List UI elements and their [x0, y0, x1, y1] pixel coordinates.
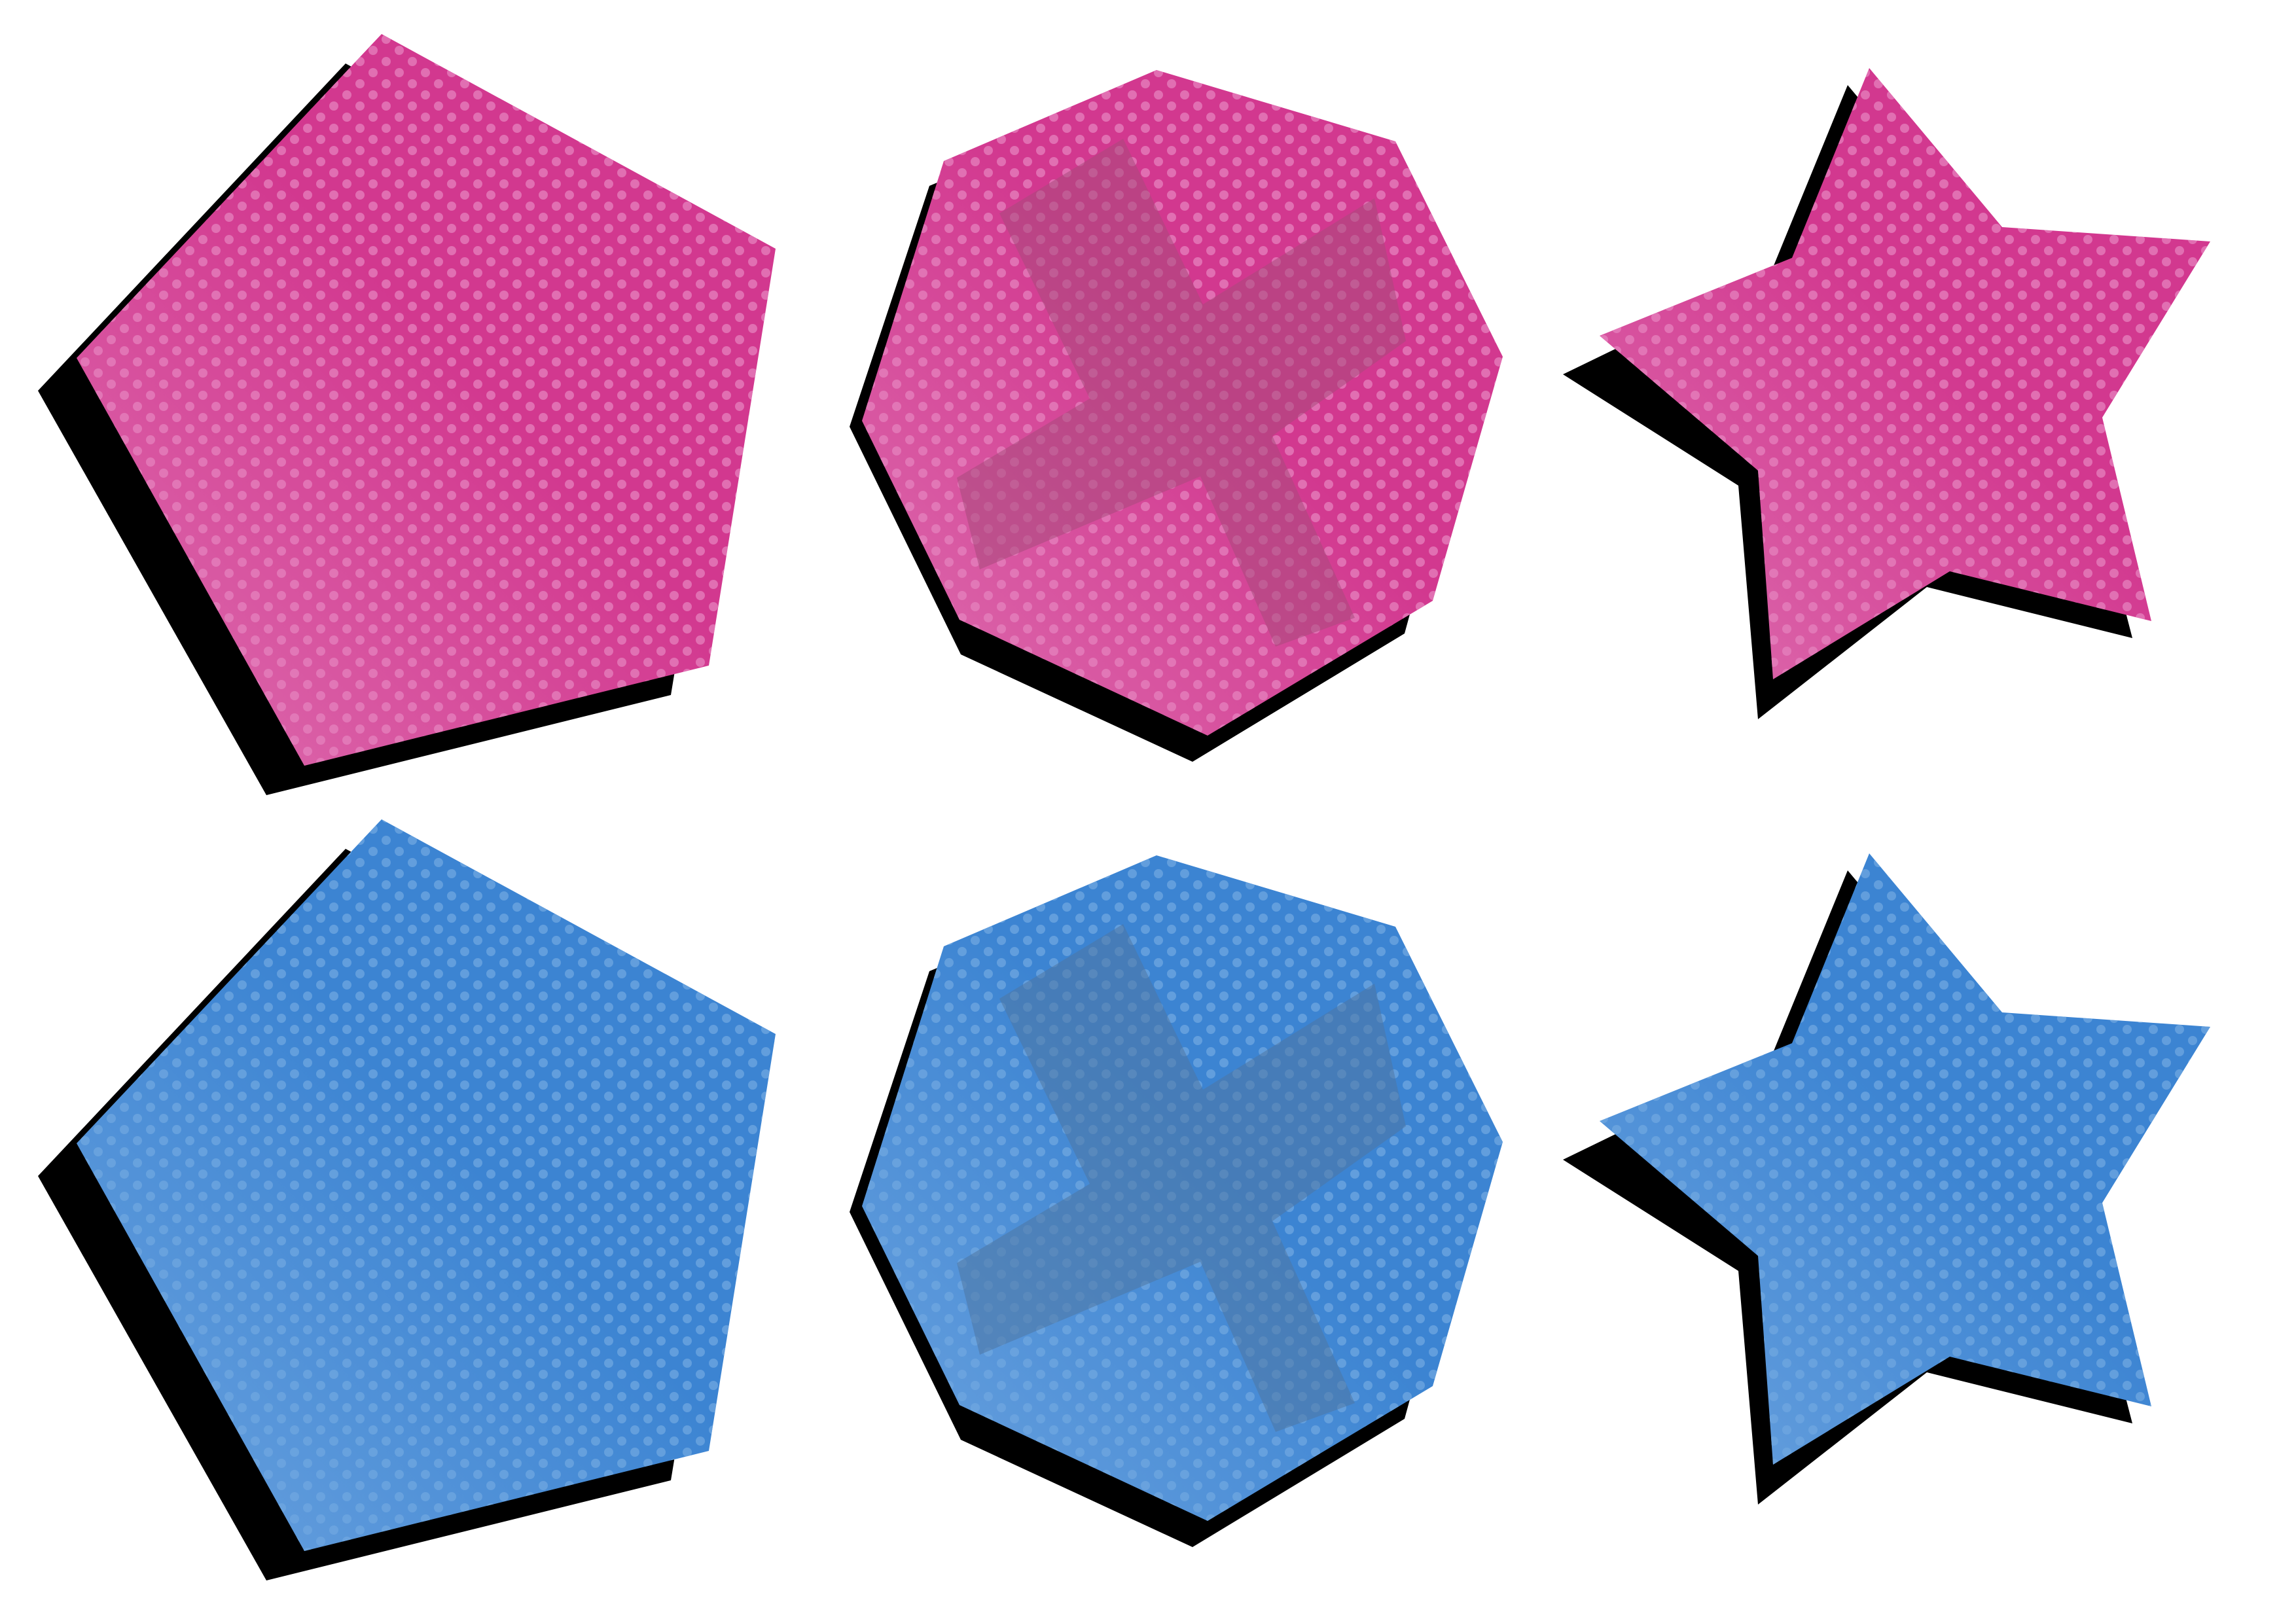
cross-icon — [957, 924, 1406, 1432]
pink-star — [1563, 68, 2210, 719]
star-halftone — [1600, 68, 2210, 679]
pentagon-halftone — [77, 819, 776, 1551]
blue-shape-row — [38, 819, 2210, 1580]
blue-pentagon — [38, 819, 776, 1580]
blue-heptagon — [850, 855, 1503, 1547]
pink-heptagon — [850, 70, 1503, 762]
cross-icon — [957, 139, 1406, 647]
star-halftone — [1600, 853, 2210, 1465]
pink-shape-row — [38, 34, 2210, 795]
pink-pentagon — [38, 34, 776, 795]
blue-star — [1563, 853, 2210, 1505]
shapes-layer — [38, 34, 2210, 1580]
pentagon-halftone — [77, 34, 776, 766]
